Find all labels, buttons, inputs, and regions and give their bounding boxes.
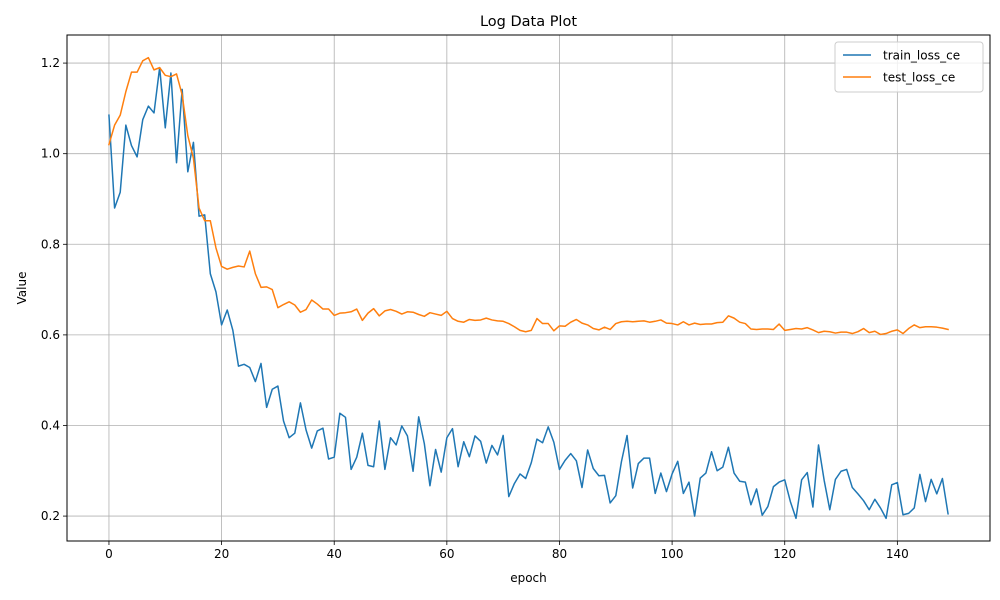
- chart-title: Log Data Plot: [480, 14, 577, 30]
- x-tick-label: 140: [886, 547, 909, 561]
- x-tick-label: 60: [439, 547, 454, 561]
- ticks: 0 20 40 60 80 100 120 140 0.2 0.4 0.6 0.8 1.0 1.2: [41, 56, 909, 561]
- y-tick-label: 0.4: [41, 418, 60, 432]
- legend: train_loss_ce test_loss_ce: [834, 41, 984, 93]
- x-tick-label: 0: [105, 547, 113, 561]
- legend-label-train-loss-ce: train_loss_ce: [883, 49, 960, 63]
- x-tick-label: 120: [773, 547, 796, 561]
- legend-box: [834, 41, 984, 93]
- plot-frame: [66, 34, 991, 542]
- x-tick-label: 20: [214, 547, 229, 561]
- x-axis-label: epoch: [510, 571, 547, 585]
- grid: [67, 35, 990, 541]
- legend-label-test-loss-ce: test_loss_ce: [883, 71, 955, 85]
- x-tick-label: 100: [661, 547, 684, 561]
- y-axis-label: Value: [15, 272, 29, 305]
- y-tick-label: 0.6: [41, 328, 60, 342]
- series-layer: [108, 56, 949, 520]
- series-line-test-loss-ce: [108, 56, 949, 336]
- series-line-train-loss-ce: [108, 66, 949, 520]
- y-tick-label: 0.8: [41, 237, 60, 251]
- y-tick-label: 0.2: [41, 509, 60, 523]
- y-tick-label: 1.2: [41, 56, 60, 70]
- x-tick-label: 40: [327, 547, 342, 561]
- y-tick-label: 1.0: [41, 147, 60, 161]
- x-tick-label: 80: [552, 547, 567, 561]
